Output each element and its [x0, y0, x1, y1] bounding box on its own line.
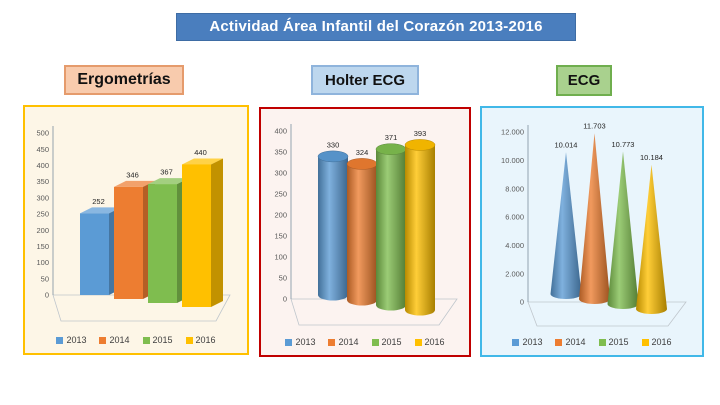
legend-swatch-2015 — [598, 338, 606, 346]
value-label-2016: 10.184 — [640, 153, 663, 162]
value-label-2016: 393 — [414, 129, 427, 138]
chart-panel-ecg: 0 2.000 4.000 6.000 8.000 10.000 12.000 10.014 1… — [480, 106, 704, 357]
ytick-label: 100 — [36, 258, 49, 267]
ytick-label: 150 — [274, 232, 287, 241]
legend-swatch-2015 — [142, 336, 150, 344]
value-label-2014: 324 — [356, 148, 369, 157]
legend-swatch-2016 — [185, 336, 193, 344]
ytick-label: 300 — [36, 193, 49, 202]
legend-swatch-2014 — [555, 338, 563, 346]
legend-item-2013: 2013 — [512, 337, 542, 347]
cone-2013 — [550, 152, 582, 299]
value-label-2013: 330 — [327, 140, 340, 149]
value-label-2013: 252 — [92, 197, 105, 206]
legend-label-2016: 2016 — [651, 337, 672, 347]
value-label-2014: 11.703 — [583, 122, 605, 131]
cone-2016 — [636, 164, 667, 314]
legend-label-2014: 2014 — [109, 335, 130, 345]
ytick-label: 250 — [36, 210, 49, 219]
value-label-2015: 371 — [385, 133, 398, 142]
legend-item-2014: 2014 — [99, 335, 130, 345]
legend-holter-ecg: 2013 2014 2015 2016 — [261, 329, 469, 355]
legend-item-2013: 2013 — [285, 337, 315, 347]
legend-ecg: 2013 2014 2015 2016 — [482, 329, 702, 355]
cylinder-2015 — [375, 143, 407, 311]
legend-label-2014: 2014 — [565, 337, 586, 347]
ytick-label: 200 — [36, 226, 49, 235]
legend-label-2013: 2013 — [66, 335, 87, 345]
cylinder-2014 — [346, 158, 378, 306]
cone-chart-ecg: 0 2.000 4.000 6.000 8.000 10.000 12.000 10.014 1… — [501, 122, 687, 327]
cylinder-2016 — [404, 139, 436, 316]
legend-swatch-2014 — [328, 338, 336, 346]
chart-panel-ergometrias: 0 50 100 150 200 250 300 350 400 450 500 252 346 367 4… — [23, 105, 249, 355]
value-label-2014: 346 — [126, 170, 139, 179]
ytick-label: 500 — [36, 129, 49, 138]
ytick-label: 0 — [520, 298, 524, 307]
ytick-label: 0 — [45, 291, 49, 300]
legend-item-2013: 2013 — [56, 335, 86, 345]
legend-label-2015: 2015 — [381, 337, 402, 347]
ytick-label: 12.000 — [501, 128, 524, 137]
ytick-label: 2.000 — [505, 269, 524, 278]
legend-label-2016: 2016 — [195, 335, 216, 345]
legend-item-2015: 2015 — [598, 337, 629, 347]
legend-swatch-2013 — [512, 338, 520, 346]
legend-item-2015: 2015 — [371, 337, 402, 347]
ytick-label: 350 — [36, 177, 49, 186]
page-title: Actividad Área Infantil del Corazón 2013… — [176, 13, 576, 41]
legend-item-2014: 2014 — [328, 337, 359, 347]
ytick-label: 200 — [274, 211, 287, 220]
cylinder-chart-holter-ecg: 0 50 100 150 200 250 300 350 400 330 324 371 393 — [274, 124, 458, 326]
cone-2014 — [579, 133, 610, 304]
legend-swatch-2015 — [371, 338, 379, 346]
chart-header-holter-ecg: Holter ECG — [311, 65, 419, 95]
cone-2015 — [607, 151, 639, 309]
legend-swatch-2013 — [285, 338, 293, 346]
legend-swatch-2013 — [56, 336, 64, 344]
legend-item-2016: 2016 — [414, 337, 445, 347]
ytick-label: 250 — [274, 190, 287, 199]
legend-item-2016: 2016 — [185, 335, 216, 345]
value-label-2016: 440 — [194, 148, 207, 157]
bar-2016 — [182, 158, 223, 307]
ytick-label: 8.000 — [505, 184, 524, 193]
legend-label-2015: 2015 — [152, 335, 173, 345]
legend-label-2015: 2015 — [608, 337, 629, 347]
ytick-label: 400 — [274, 127, 287, 136]
ytick-label: 50 — [41, 274, 49, 283]
legend-item-2014: 2014 — [555, 337, 586, 347]
ytick-label: 300 — [274, 169, 287, 178]
legend-label-2013: 2013 — [295, 337, 316, 347]
chart-header-ergometrias: Ergometrías — [64, 65, 184, 95]
legend-swatch-2016 — [414, 338, 422, 346]
bar3d-chart-ergometrias: 0 50 100 150 200 250 300 350 400 450 500 252 346 367 4… — [36, 126, 231, 322]
legend-label-2016: 2016 — [424, 337, 445, 347]
value-label-2015: 10.773 — [612, 140, 635, 149]
legend-swatch-2014 — [99, 336, 107, 344]
ytick-label: 450 — [36, 145, 49, 154]
ytick-label: 150 — [36, 242, 49, 251]
cylinder-2013 — [317, 150, 349, 301]
ytick-label: 10.000 — [501, 156, 524, 165]
legend-swatch-2016 — [641, 338, 649, 346]
legend-label-2013: 2013 — [522, 337, 543, 347]
ytick-label: 4.000 — [505, 241, 524, 250]
ytick-label: 350 — [274, 148, 287, 157]
legend-label-2014: 2014 — [338, 337, 359, 347]
ytick-label: 400 — [36, 161, 49, 170]
value-label-2013: 10.014 — [555, 141, 578, 150]
chart-panel-holter-ecg: 0 50 100 150 200 250 300 350 400 330 324 371 393 201… — [259, 107, 471, 357]
legend-item-2016: 2016 — [641, 337, 672, 347]
legend-ergometrias: 2013 2014 2015 2016 — [25, 327, 247, 353]
ytick-label: 0 — [283, 295, 287, 304]
value-label-2015: 367 — [160, 168, 173, 177]
ytick-label: 100 — [274, 253, 287, 262]
ytick-label: 6.000 — [505, 213, 524, 222]
chart-header-ecg: ECG — [556, 65, 612, 96]
legend-item-2015: 2015 — [142, 335, 173, 345]
ytick-label: 50 — [279, 274, 287, 283]
